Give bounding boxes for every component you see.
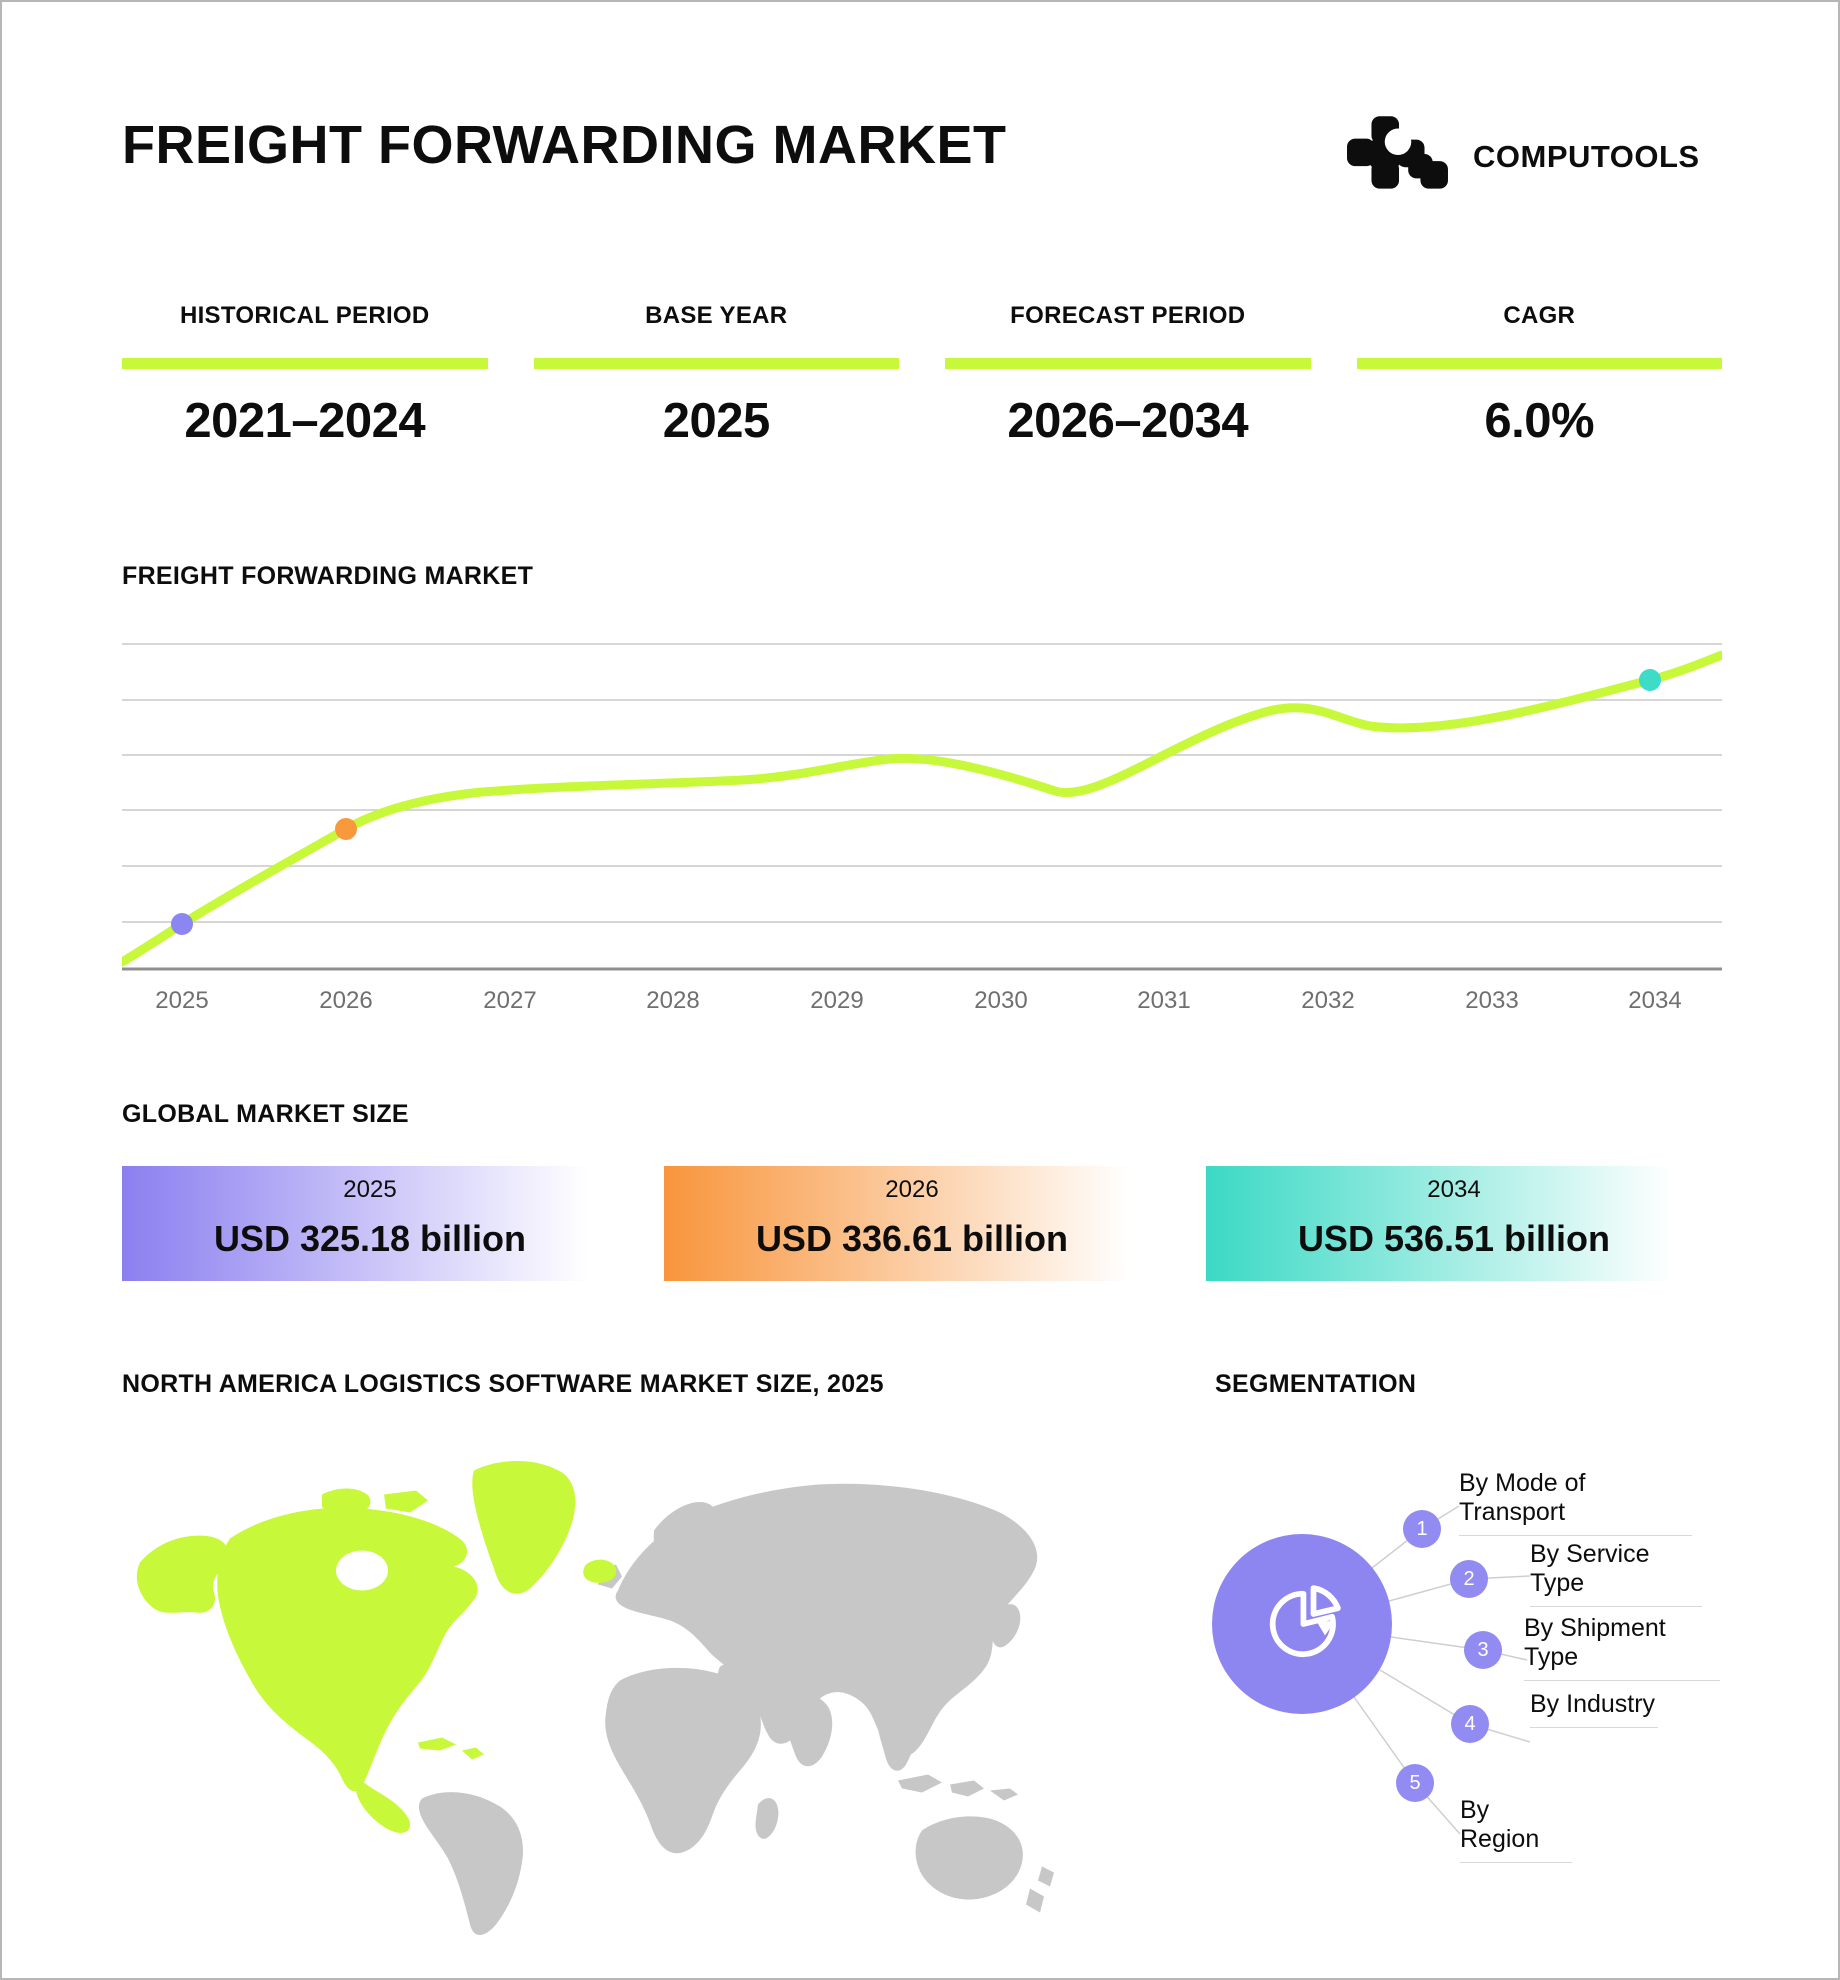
- map-section-heading: NORTH AMERICA LOGISTICS SOFTWARE MARKET …: [122, 1370, 884, 1398]
- segment-number-badge: 4: [1451, 1705, 1489, 1743]
- segment-label-mode-of-transport: By Mode of Transport: [1459, 1469, 1692, 1536]
- segment-number-badge: 2: [1450, 1560, 1488, 1598]
- card-year: 2034: [1427, 1176, 1481, 1203]
- segment-number: 4: [1464, 1712, 1476, 1735]
- chart-gridlines: [122, 643, 1722, 923]
- card-value: USD 336.61 billion: [755, 1218, 1069, 1259]
- marker-2026: [335, 818, 357, 840]
- stat-value: 2026–2034: [1007, 394, 1249, 448]
- key-stats-row: HISTORICAL PERIOD 2021–2024 BASE YEAR 20…: [122, 302, 1722, 449]
- stat-value: 2021–2024: [184, 394, 426, 448]
- stat-label: CAGR: [1503, 302, 1576, 329]
- segment-number-badge: 5: [1396, 1764, 1434, 1802]
- segment-label-region: By Region: [1460, 1796, 1572, 1863]
- tick-label: 2025: [155, 987, 209, 1014]
- segment-number: 1: [1416, 1517, 1428, 1540]
- marker-2034: [1639, 669, 1661, 691]
- global-market-size-heading: GLOBAL MARKET SIZE: [122, 1100, 409, 1128]
- stat-forecast-period: FORECAST PERIOD 2026–2034: [945, 302, 1311, 449]
- stat-value: 2025: [662, 394, 771, 448]
- hudson-bay-cutout: [336, 1550, 388, 1591]
- brand-name: COMPUTOOLS: [1473, 139, 1700, 174]
- chart-section-heading: FREIGHT FORWARDING MARKET: [122, 562, 534, 590]
- x-axis-ticks: 2025 2026 2027 2028 2029 2030 2031 2032 …: [122, 987, 1722, 1017]
- tick-label: 2030: [974, 987, 1028, 1014]
- tick-label: 2034: [1628, 987, 1682, 1014]
- accent-underline: [945, 358, 1311, 369]
- segment-label-shipment-type: By Shipment Type: [1524, 1614, 1720, 1681]
- tick-label: 2028: [646, 987, 700, 1014]
- segment-number-badge: 3: [1464, 1631, 1502, 1669]
- computools-logo-icon: [1347, 116, 1448, 189]
- stat-value: 6.0%: [1484, 394, 1595, 448]
- market-size-card-2034: 2034 USD 536.51 billion: [1206, 1166, 1702, 1281]
- brand-logo: COMPUTOOLS: [1347, 112, 1717, 202]
- world-map-base-regions: [418, 1483, 1054, 1936]
- card-year: 2025: [343, 1176, 397, 1203]
- stat-label: HISTORICAL PERIOD: [179, 302, 430, 329]
- tick-label: 2031: [1137, 987, 1191, 1014]
- trend-line: [122, 650, 1722, 967]
- stat-base-year: BASE YEAR 2025: [533, 302, 899, 449]
- tick-label: 2027: [483, 987, 537, 1014]
- segmentation-heading: SEGMENTATION: [1215, 1370, 1417, 1398]
- accent-underline: [122, 358, 488, 369]
- tick-label: 2032: [1301, 987, 1355, 1014]
- stat-label: BASE YEAR: [645, 302, 788, 329]
- marker-2025: [171, 913, 193, 935]
- segment-label-service-type: By Service Type: [1530, 1540, 1702, 1607]
- market-line-chart: [122, 643, 1722, 971]
- segmentation-hub: [1212, 1534, 1392, 1714]
- tick-label: 2026: [319, 987, 373, 1014]
- world-map: [136, 1460, 1054, 1936]
- pie-chart-icon: [1269, 1585, 1341, 1658]
- accent-underline: [1356, 358, 1722, 369]
- segment-number: 3: [1477, 1638, 1489, 1661]
- stat-label: FORECAST PERIOD: [1010, 302, 1246, 329]
- segment-number-badge: 1: [1403, 1510, 1441, 1548]
- market-size-card-2026: 2026 USD 336.61 billion: [664, 1166, 1160, 1281]
- page-title: FREIGHT FORWARDING MARKET: [122, 115, 1007, 175]
- card-value: USD 325.18 billion: [213, 1218, 527, 1259]
- segment-number: 2: [1463, 1567, 1475, 1590]
- card-year: 2026: [885, 1176, 939, 1203]
- segment-number: 5: [1409, 1771, 1421, 1794]
- market-size-cards: 2025 USD 325.18 billion 2026 USD 336.61 …: [122, 1166, 1722, 1281]
- card-value: USD 536.51 billion: [1297, 1218, 1611, 1259]
- world-map-highlight-north-america: [136, 1460, 617, 1833]
- stat-historical-period: HISTORICAL PERIOD 2021–2024: [122, 302, 488, 449]
- tick-label: 2033: [1465, 987, 1519, 1014]
- segment-label-industry: By Industry: [1530, 1690, 1658, 1728]
- market-size-card-2025: 2025 USD 325.18 billion: [122, 1166, 618, 1281]
- stat-cagr: CAGR 6.0%: [1356, 302, 1722, 449]
- tick-label: 2029: [810, 987, 864, 1014]
- accent-underline: [533, 358, 899, 369]
